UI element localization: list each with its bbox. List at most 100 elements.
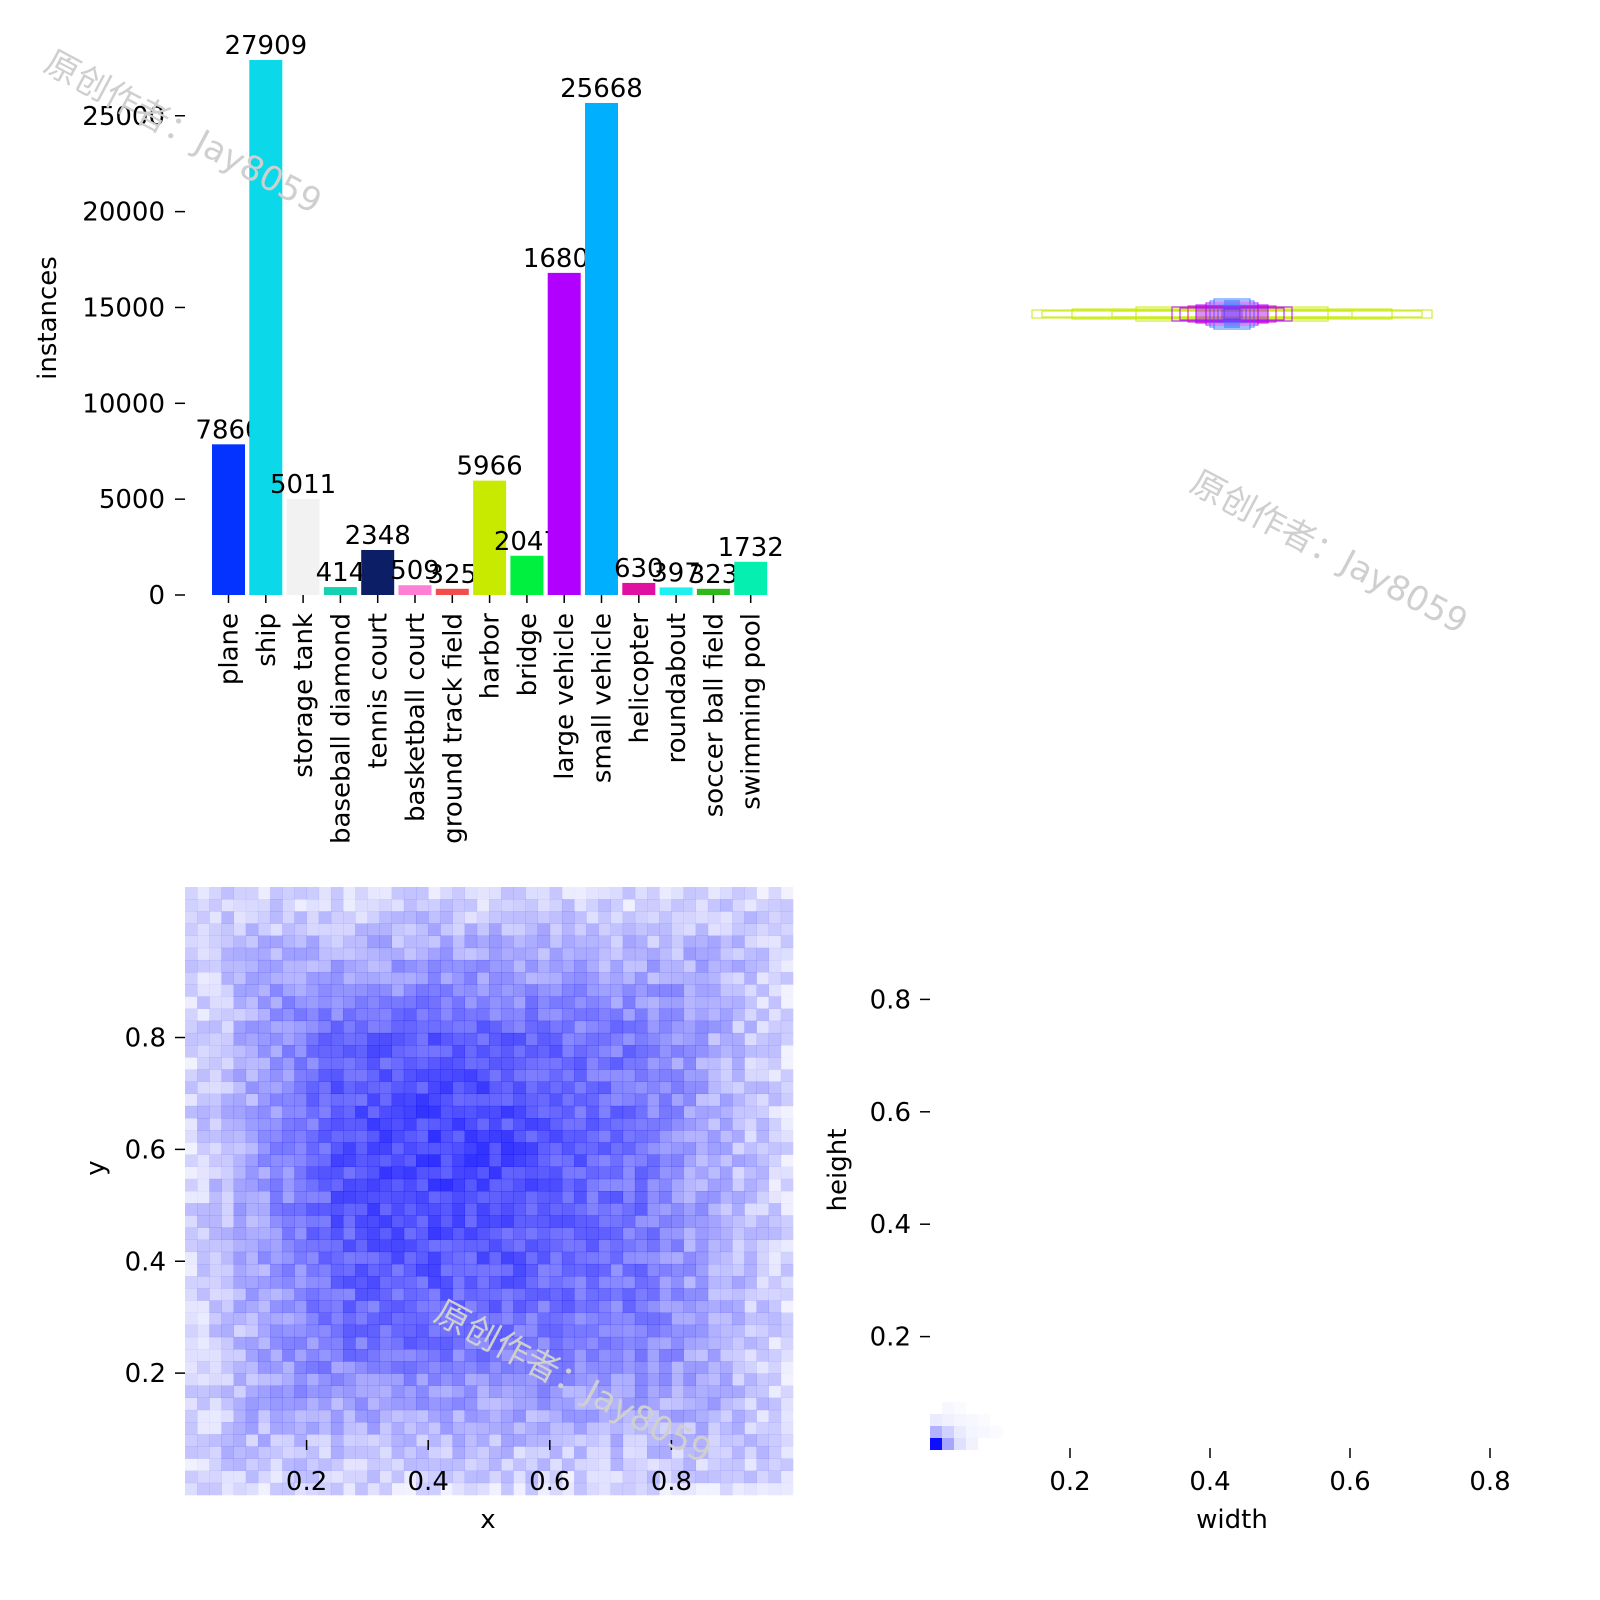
heatmap-cell <box>598 1008 611 1022</box>
bar <box>249 60 283 595</box>
heatmap-cell <box>768 959 782 973</box>
heatmap-cell <box>768 1397 782 1411</box>
heatmap-cell <box>683 1154 697 1167</box>
heatmap-cell <box>306 1349 320 1362</box>
heatmap-cell <box>574 1166 587 1180</box>
heatmap-cell <box>561 959 575 973</box>
heatmap-cell <box>452 1045 465 1058</box>
heatmap-cell <box>343 1251 356 1265</box>
heatmap-cell <box>282 935 295 949</box>
heatmap-cell <box>294 1215 307 1228</box>
heatmap-cell <box>744 935 757 949</box>
heatmap-cell <box>525 1446 538 1459</box>
heatmap-cell <box>440 1349 453 1362</box>
heatmap-cell <box>257 1008 271 1022</box>
heatmap-cell <box>707 1045 721 1058</box>
box-overlay-plot <box>1031 298 1433 330</box>
heatmap-cell <box>707 1288 721 1301</box>
heatmap-cell <box>257 935 271 949</box>
heatmap-cell <box>574 1130 587 1143</box>
heatmap-cell <box>513 1434 526 1447</box>
heatmap-cell <box>780 1288 794 1301</box>
heatmap-cell <box>452 1154 465 1167</box>
heatmap-cell <box>549 1446 563 1459</box>
heatmap-cell <box>440 1008 453 1022</box>
heatmap-cell <box>537 947 551 961</box>
heatmap-cell <box>598 1361 611 1374</box>
heatmap-cell <box>428 984 441 997</box>
heatmap-cell <box>416 1215 429 1228</box>
heatmap-cell <box>659 1385 672 1399</box>
heatmap-cell <box>744 1154 757 1167</box>
heatmap-cell <box>647 1300 660 1313</box>
heatmap-cell <box>391 1215 405 1228</box>
heatmap-cell <box>780 1434 794 1447</box>
heatmap-cell <box>634 1020 648 1034</box>
heatmap-cell <box>282 1227 295 1240</box>
heatmap-cell <box>586 1081 599 1095</box>
heatmap-cell <box>647 984 660 997</box>
heatmap-cell <box>185 1105 198 1119</box>
heatmap-cell <box>343 1154 356 1167</box>
heatmap-cell <box>634 1336 648 1350</box>
heatmap-cell <box>598 1373 611 1386</box>
heatmap-cell <box>185 1385 198 1399</box>
heatmap-cell <box>452 1385 465 1399</box>
heatmap-cell <box>343 1276 356 1289</box>
heatmap-cell <box>610 1312 624 1326</box>
heatmap-cell <box>634 1349 648 1362</box>
heatmap-cell <box>476 1263 490 1277</box>
heatmap-cell <box>634 935 648 949</box>
heatmap-cell <box>707 959 721 973</box>
heatmap-cell <box>282 1470 295 1484</box>
heatmap-cell <box>452 1288 465 1301</box>
heatmap-cell <box>683 1057 697 1070</box>
heatmap-cell <box>294 1470 307 1484</box>
heatmap-cell <box>622 899 636 912</box>
heatmap-cell <box>537 1057 551 1070</box>
heatmap-cell <box>744 1057 757 1070</box>
bar <box>323 587 357 595</box>
heatmap-cell <box>379 1215 393 1228</box>
heatmap-cell <box>549 1312 563 1326</box>
heatmap-cell <box>647 1191 660 1204</box>
heatmap-cell <box>233 1349 247 1362</box>
heatmap-cell <box>318 1166 332 1180</box>
bar <box>585 102 618 595</box>
heatmap-cell <box>634 984 648 997</box>
heatmap-cell <box>574 1373 587 1386</box>
heatmap-cell <box>780 1312 794 1326</box>
heatmap-cell <box>768 911 782 924</box>
bar-y-tick-label: 25000 <box>82 102 165 132</box>
heatmap-cell <box>501 1020 514 1034</box>
heatmap-cell <box>270 911 283 924</box>
heatmap-cell <box>209 1458 222 1471</box>
heatmap-cell <box>379 911 393 924</box>
heatmap-cell <box>720 1361 733 1374</box>
heatmap-cell <box>744 1081 757 1095</box>
heatmap-cell <box>720 1227 733 1240</box>
heatmap-cell <box>306 1446 320 1459</box>
heatmap-cell <box>330 1093 344 1107</box>
heatmap-cell <box>561 1227 575 1240</box>
heatmap-cell <box>464 1385 478 1399</box>
heatmap-cell <box>659 1300 672 1313</box>
heatmap-cell <box>586 1312 599 1326</box>
heatmap-cell <box>464 1239 478 1253</box>
heatmap-cell <box>428 1093 441 1107</box>
heatmap-cell <box>695 1045 709 1058</box>
heatmap-cell <box>647 996 660 1009</box>
heatmap-cell <box>780 1069 794 1082</box>
bar <box>212 444 245 595</box>
heatmap-cell <box>744 1373 757 1386</box>
heatmap-cell <box>501 1045 514 1058</box>
heatmap-cell <box>756 1397 769 1411</box>
heatmap-cell <box>343 1434 356 1447</box>
heatmap-cell <box>659 1118 672 1131</box>
heatmap-cell <box>744 1470 757 1484</box>
heatmap-cell <box>245 1093 259 1107</box>
wh-y-tick-label: 0.4 <box>870 1210 911 1240</box>
heatmap-cell <box>732 1361 745 1374</box>
heatmap-cell <box>403 1251 417 1265</box>
heatmap-cell <box>245 1166 259 1180</box>
